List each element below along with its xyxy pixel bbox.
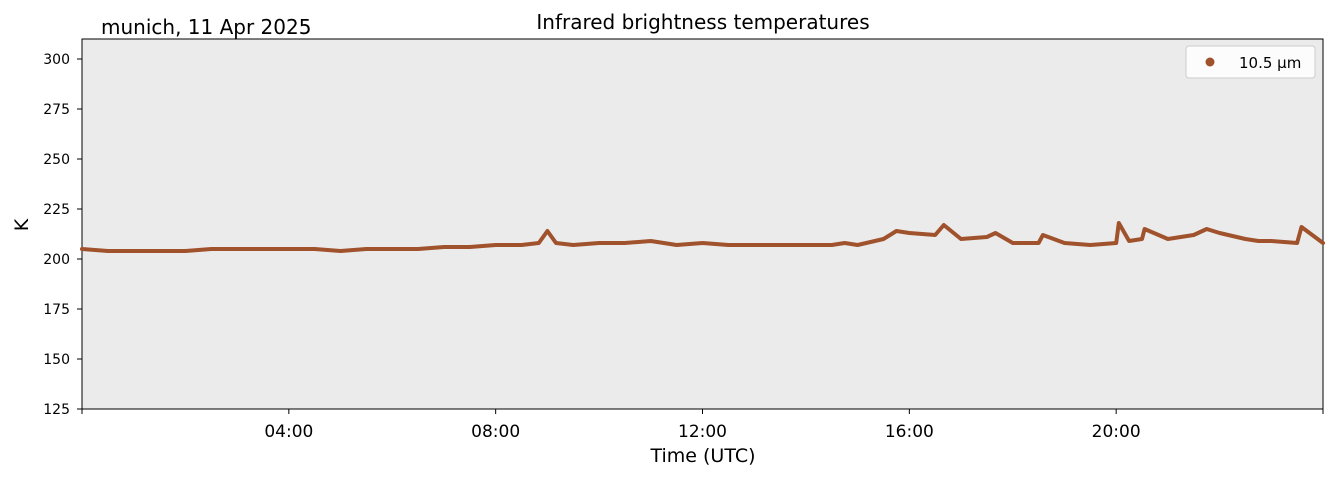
y-tick-label: 175 <box>43 302 70 318</box>
chart-subtitle: munich, 11 Apr 2025 <box>101 15 311 39</box>
y-axis-label: K <box>11 218 33 231</box>
x-tick-label: 08:00 <box>471 422 520 442</box>
x-axis-label: Time (UTC) <box>649 445 755 467</box>
legend-box <box>1185 45 1316 79</box>
plot-area <box>81 38 1324 410</box>
x-tick-label: 04:00 <box>264 422 313 442</box>
y-tick-label: 200 <box>43 252 70 268</box>
y-tick-label: 225 <box>43 202 70 218</box>
legend-label: 10.5 µm <box>1239 54 1301 72</box>
x-tick-label: 12:00 <box>678 422 727 442</box>
y-tick-label: 275 <box>43 102 70 118</box>
y-tick-label: 150 <box>43 352 70 368</box>
legend-marker-icon <box>1205 57 1215 67</box>
legend: 10.5 µm <box>1185 45 1316 79</box>
y-tick-label: 300 <box>43 52 70 68</box>
series-line <box>80 221 1325 253</box>
x-tick-label: 16:00 <box>885 422 934 442</box>
chart-title: Infrared brightness temperatures <box>536 10 869 34</box>
x-tick-label: 20:00 <box>1092 422 1141 442</box>
y-tick-label: 250 <box>43 152 70 168</box>
y-tick-label: 125 <box>43 402 70 418</box>
